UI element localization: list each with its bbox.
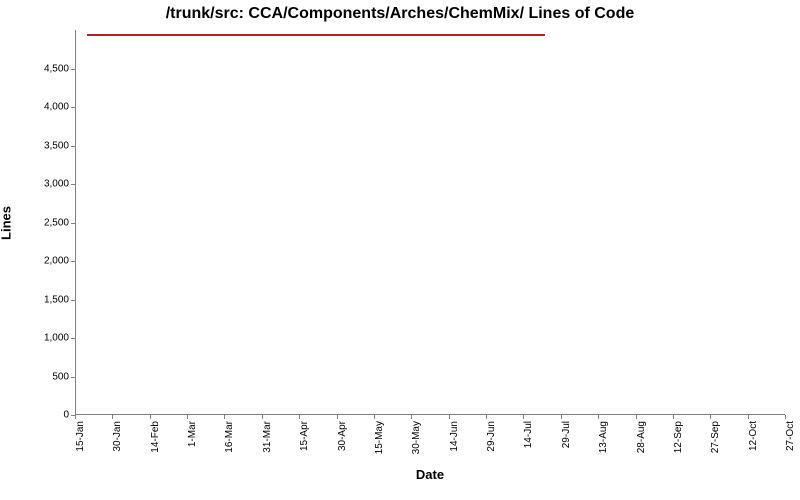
y-tick-mark — [71, 146, 75, 147]
x-tick-label: 15-Jan — [75, 421, 86, 452]
x-tick-mark — [411, 415, 412, 419]
y-tick-mark — [71, 338, 75, 339]
x-tick-label: 12-Sep — [673, 421, 684, 453]
x-tick-label: 1-Mar — [187, 421, 198, 447]
y-tick-label: 4,500 — [0, 63, 69, 74]
y-tick-mark — [71, 377, 75, 378]
y-tick-mark — [71, 223, 75, 224]
y-tick-label: 2,000 — [0, 256, 69, 267]
x-tick-mark — [299, 415, 300, 419]
x-tick-label: 30-May — [411, 421, 422, 454]
x-tick-label: 14-Jun — [449, 421, 460, 452]
x-tick-label: 27-Sep — [710, 421, 721, 453]
x-tick-mark — [636, 415, 637, 419]
x-tick-label: 15-Apr — [299, 421, 310, 451]
x-tick-label: 28-Aug — [636, 421, 647, 453]
y-axis-label: Lines — [0, 206, 14, 240]
y-tick-label: 0 — [0, 410, 69, 421]
x-tick-label: 13-Aug — [598, 421, 609, 453]
x-tick-mark — [561, 415, 562, 419]
y-tick-label: 4,000 — [0, 102, 69, 113]
x-tick-mark — [449, 415, 450, 419]
y-tick-mark — [71, 184, 75, 185]
data-series-line — [87, 34, 545, 36]
chart-container: /trunk/src: CCA/Components/Arches/ChemMi… — [0, 0, 800, 500]
chart-title: /trunk/src: CCA/Components/Arches/ChemMi… — [0, 0, 800, 23]
x-tick-mark — [337, 415, 338, 419]
x-tick-label: 14-Feb — [150, 421, 161, 453]
x-tick-label: 31-Mar — [262, 421, 273, 453]
x-axis-label: Date — [416, 467, 444, 482]
y-tick-label: 500 — [0, 371, 69, 382]
x-tick-label: 12-Oct — [748, 421, 759, 451]
x-tick-mark — [748, 415, 749, 419]
x-tick-mark — [75, 415, 76, 419]
x-tick-mark — [598, 415, 599, 419]
x-tick-mark — [785, 415, 786, 419]
y-tick-label: 1,500 — [0, 294, 69, 305]
x-tick-label: 27-Oct — [785, 421, 796, 451]
x-tick-mark — [187, 415, 188, 419]
x-tick-label: 30-Jan — [112, 421, 123, 452]
y-tick-label: 3,000 — [0, 179, 69, 190]
x-tick-mark — [673, 415, 674, 419]
x-tick-mark — [710, 415, 711, 419]
x-tick-mark — [523, 415, 524, 419]
x-tick-mark — [262, 415, 263, 419]
x-tick-label: 29-Jul — [561, 421, 572, 448]
x-tick-label: 14-Jul — [523, 421, 534, 448]
y-tick-label: 3,500 — [0, 140, 69, 151]
y-tick-mark — [71, 261, 75, 262]
x-tick-mark — [112, 415, 113, 419]
x-tick-mark — [486, 415, 487, 419]
plot-area — [75, 30, 785, 415]
y-tick-mark — [71, 69, 75, 70]
x-tick-label: 29-Jun — [486, 421, 497, 452]
y-tick-mark — [71, 300, 75, 301]
x-tick-mark — [150, 415, 151, 419]
y-tick-label: 1,000 — [0, 333, 69, 344]
x-tick-label: 30-Apr — [337, 421, 348, 451]
x-tick-label: 16-Mar — [224, 421, 235, 453]
x-tick-mark — [374, 415, 375, 419]
x-tick-label: 15-May — [374, 421, 385, 454]
y-tick-mark — [71, 107, 75, 108]
x-tick-mark — [224, 415, 225, 419]
